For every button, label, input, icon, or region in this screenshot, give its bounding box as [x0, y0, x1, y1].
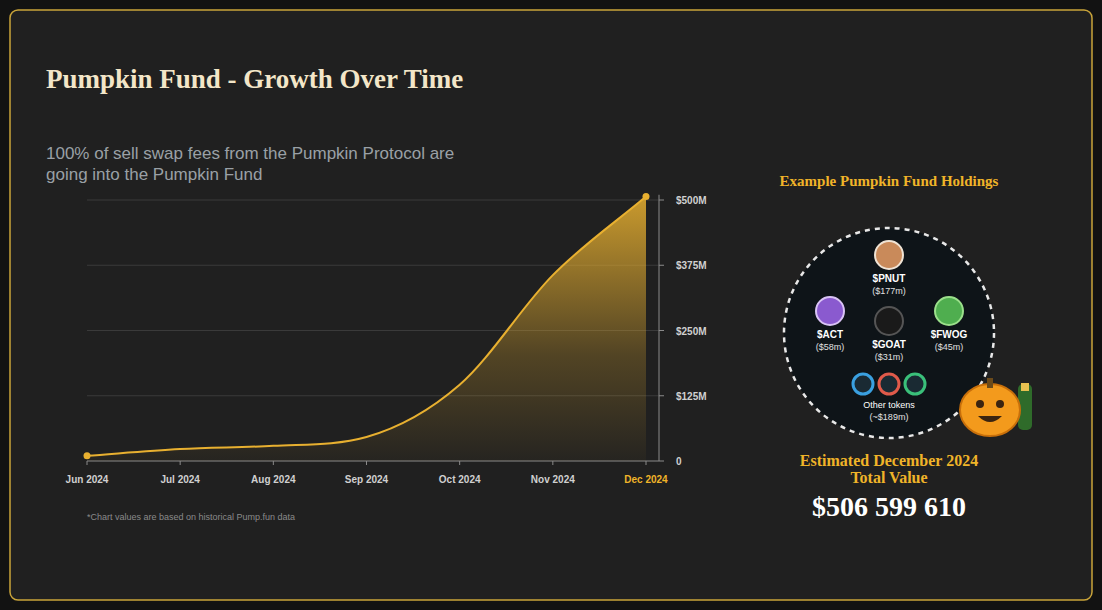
- total-label: Total Value: [850, 469, 927, 486]
- pumpkin: [960, 384, 1020, 436]
- pumpkin-eye: [996, 400, 1004, 408]
- token-icon: [905, 374, 925, 394]
- frame: [10, 10, 1092, 600]
- token-symbol: $FWOG: [931, 329, 968, 340]
- y-tick-label: $125M: [676, 391, 707, 402]
- y-tick-label: $250M: [676, 326, 707, 337]
- bottle-cap: [1021, 383, 1029, 391]
- title: Pumpkin Fund - Growth Over Time: [46, 64, 463, 94]
- y-axis: [659, 195, 660, 461]
- y-tick-label: $500M: [676, 195, 707, 206]
- token-icon: [816, 297, 844, 325]
- token-icon: [879, 374, 899, 394]
- token-amount: ($31m): [875, 352, 904, 362]
- end-dot: [84, 452, 91, 459]
- x-tick-mark: [646, 461, 647, 465]
- token-amount: ($58m): [816, 342, 845, 352]
- page: {"chart_data": {"type": "area", "title":…: [0, 0, 1102, 610]
- token-symbol: Other tokens: [863, 400, 915, 410]
- x-tick-mark: [552, 461, 553, 465]
- x-tick-label: Sep 2024: [345, 474, 389, 485]
- token-amount: (~$189m): [870, 412, 909, 422]
- panel-title: Example Pumpkin Fund Holdings: [780, 173, 999, 189]
- x-tick-mark: [366, 461, 367, 465]
- tick-mark: [659, 265, 664, 266]
- subtitle-line: 100% of sell swap fees from the Pumpkin …: [46, 144, 454, 163]
- subtitle-line: going into the Pumpkin Fund: [46, 165, 262, 184]
- x-tick-label: Jun 2024: [66, 474, 109, 485]
- x-tick-label: Jul 2024: [160, 474, 200, 485]
- token-icon: [875, 307, 903, 335]
- grid-line: [87, 200, 659, 201]
- x-tick-mark: [180, 461, 181, 465]
- token-icon: [875, 241, 903, 269]
- pumpkin-stem: [987, 378, 993, 388]
- x-tick-label: Oct 2024: [439, 474, 481, 485]
- footnote: *Chart values are based on historical Pu…: [87, 512, 295, 522]
- token-amount: ($45m): [935, 342, 964, 352]
- y-tick-label: $375M: [676, 260, 707, 271]
- tick-mark: [659, 330, 664, 331]
- x-tick-label: Dec 2024: [624, 474, 668, 485]
- tick-mark: [659, 461, 664, 462]
- x-tick-mark: [459, 461, 460, 465]
- total-value: $506 599 610: [812, 491, 966, 522]
- tick-mark: [659, 200, 664, 201]
- line: [87, 197, 646, 456]
- token-amount: ($177m): [872, 286, 906, 296]
- tick-mark: [659, 395, 664, 396]
- token-symbol: $ACT: [817, 329, 843, 340]
- token-symbol: $GOAT: [872, 339, 906, 350]
- x-tick-label: Nov 2024: [531, 474, 575, 485]
- y-tick-label: 0: [676, 456, 682, 467]
- pumpkin-decoration: [960, 378, 1032, 436]
- pumpkin-eye: [976, 400, 984, 408]
- subtitle: 100% of sell swap fees from the Pumpkin …: [46, 144, 454, 184]
- total-label: Estimated December 2024: [800, 452, 978, 469]
- area: [87, 197, 646, 461]
- chart-svg: Pumpkin Fund - Growth Over Time 100% of s…: [0, 0, 1102, 610]
- plot-group: [84, 193, 650, 461]
- x-tick-label: Aug 2024: [251, 474, 296, 485]
- token-icon: [853, 374, 873, 394]
- pumpkin-mouth: [978, 416, 1002, 422]
- x-tick-mark: [273, 461, 274, 465]
- end-dot: [643, 193, 650, 200]
- token-icon: [935, 297, 963, 325]
- x-tick-mark: [87, 461, 88, 465]
- token-symbol: $PNUT: [873, 273, 906, 284]
